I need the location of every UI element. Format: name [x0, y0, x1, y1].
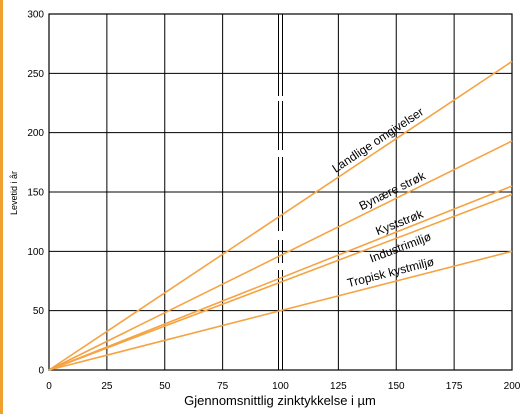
- y-tick-label: 200: [27, 128, 44, 139]
- y-tick-label: 300: [27, 10, 44, 21]
- y-tick-label: 150: [27, 188, 44, 199]
- series-line: [48, 140, 513, 371]
- series-line: [48, 185, 513, 371]
- series-label: Landlige omgivelser: [330, 105, 427, 176]
- left-accent-bar: [0, 0, 3, 414]
- plot-border: [48, 13, 513, 371]
- series-line: [48, 250, 513, 371]
- y-tick-label: 0: [38, 366, 44, 377]
- tick-labels: 0 25 50 75 100 125 150 175 200 0 50 100 150 200 250 300: [27, 10, 520, 393]
- y-axis-title: Levetid i år: [9, 171, 19, 215]
- x-tick-label: 0: [46, 381, 52, 392]
- series-line: [48, 193, 513, 371]
- x-tick-label: 50: [159, 381, 171, 392]
- y-tick-label: 250: [27, 69, 44, 80]
- series-line: [48, 60, 513, 371]
- x-tick-label: 125: [330, 381, 347, 392]
- x-tick-label: 200: [504, 381, 521, 392]
- series-label: Tropisk kystmiljø: [346, 254, 436, 290]
- x-axis-title: Gjennomsnittlig zinktykkelse i µm: [184, 393, 376, 408]
- x-tick-label: 150: [388, 381, 405, 392]
- y-tick-label: 100: [27, 247, 44, 258]
- x-tick-label: 25: [101, 381, 113, 392]
- x-tick-label: 100: [272, 381, 289, 392]
- x-tick-label: 75: [217, 381, 229, 392]
- grid: [48, 13, 513, 371]
- x-tick-label: 175: [446, 381, 463, 392]
- series-lines: [48, 60, 513, 371]
- series-label: Bynære strøk: [357, 168, 429, 213]
- y-tick-label: 50: [33, 306, 45, 317]
